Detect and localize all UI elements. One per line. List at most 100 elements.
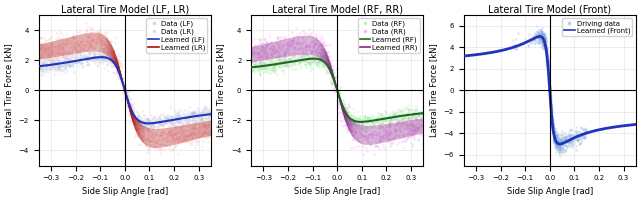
Point xyxy=(62,61,72,64)
Point xyxy=(147,127,157,130)
Point xyxy=(541,52,551,55)
Point xyxy=(270,60,280,63)
Point xyxy=(374,131,384,134)
Point xyxy=(536,39,546,43)
Point xyxy=(550,130,560,134)
Point xyxy=(75,56,85,59)
Point xyxy=(34,41,44,44)
Point xyxy=(325,66,335,69)
Point xyxy=(53,60,63,64)
Point xyxy=(388,141,398,145)
Point xyxy=(551,142,561,145)
Point xyxy=(567,132,577,136)
Point xyxy=(67,59,77,62)
Point xyxy=(201,112,211,115)
Point xyxy=(541,54,552,57)
Point xyxy=(165,130,175,134)
Point xyxy=(404,123,415,126)
Point xyxy=(536,28,547,31)
Point xyxy=(61,54,71,58)
Point xyxy=(141,151,152,154)
Point xyxy=(357,118,367,121)
Point xyxy=(159,118,170,122)
Point xyxy=(378,118,388,121)
Point xyxy=(104,57,115,60)
Point xyxy=(256,57,266,61)
Point xyxy=(338,106,348,109)
Point xyxy=(86,30,96,33)
Point xyxy=(282,49,292,52)
Point xyxy=(145,122,156,125)
Point xyxy=(125,102,135,106)
Point xyxy=(369,130,379,133)
Point xyxy=(556,139,566,142)
Point xyxy=(90,61,100,64)
Point xyxy=(259,64,269,68)
Point xyxy=(189,133,200,136)
Point xyxy=(161,136,172,139)
Point xyxy=(537,46,547,49)
Point xyxy=(42,57,52,60)
Point xyxy=(529,33,540,37)
Point xyxy=(173,139,183,143)
Point xyxy=(101,53,111,56)
Point xyxy=(538,35,548,38)
Point xyxy=(574,137,584,140)
Point xyxy=(354,125,364,128)
Point xyxy=(120,93,130,97)
Point xyxy=(283,59,293,62)
Point xyxy=(555,144,565,147)
Point xyxy=(549,139,559,143)
Point xyxy=(340,108,350,111)
Point xyxy=(355,131,365,134)
Point xyxy=(70,44,81,48)
Point xyxy=(548,127,558,130)
Point xyxy=(175,141,186,144)
Point xyxy=(333,93,343,96)
Point xyxy=(544,81,554,85)
Point xyxy=(283,56,293,60)
Point xyxy=(286,63,296,66)
Point xyxy=(203,135,213,138)
Point xyxy=(368,131,378,135)
Point xyxy=(548,140,558,143)
Point xyxy=(303,58,313,61)
Point xyxy=(72,56,83,59)
Point xyxy=(282,62,292,65)
Point xyxy=(163,124,173,127)
Point xyxy=(193,127,204,131)
Point xyxy=(54,66,64,69)
Point xyxy=(129,114,140,117)
Point xyxy=(138,121,148,124)
Point xyxy=(82,34,92,38)
Point xyxy=(291,59,301,62)
Point xyxy=(172,135,182,138)
Point xyxy=(67,62,77,65)
Point xyxy=(191,139,202,142)
Point xyxy=(63,63,74,66)
Point xyxy=(268,45,278,49)
Point xyxy=(186,132,196,135)
Point xyxy=(314,60,324,63)
Point xyxy=(339,102,349,105)
Point xyxy=(385,123,395,126)
Point xyxy=(172,137,182,140)
Point xyxy=(346,122,356,125)
Point xyxy=(542,55,552,58)
Point xyxy=(188,120,198,123)
Point xyxy=(355,117,365,121)
Point xyxy=(563,143,573,146)
Point xyxy=(148,121,159,125)
Point xyxy=(352,109,362,113)
Point xyxy=(311,36,321,39)
Point xyxy=(156,151,166,154)
Point xyxy=(133,118,143,121)
Point xyxy=(339,114,349,117)
Point xyxy=(269,63,279,66)
Point xyxy=(260,40,271,43)
Point xyxy=(98,51,108,54)
Point xyxy=(134,133,144,136)
Point xyxy=(533,30,543,33)
Point xyxy=(413,113,424,116)
Point xyxy=(138,134,148,138)
